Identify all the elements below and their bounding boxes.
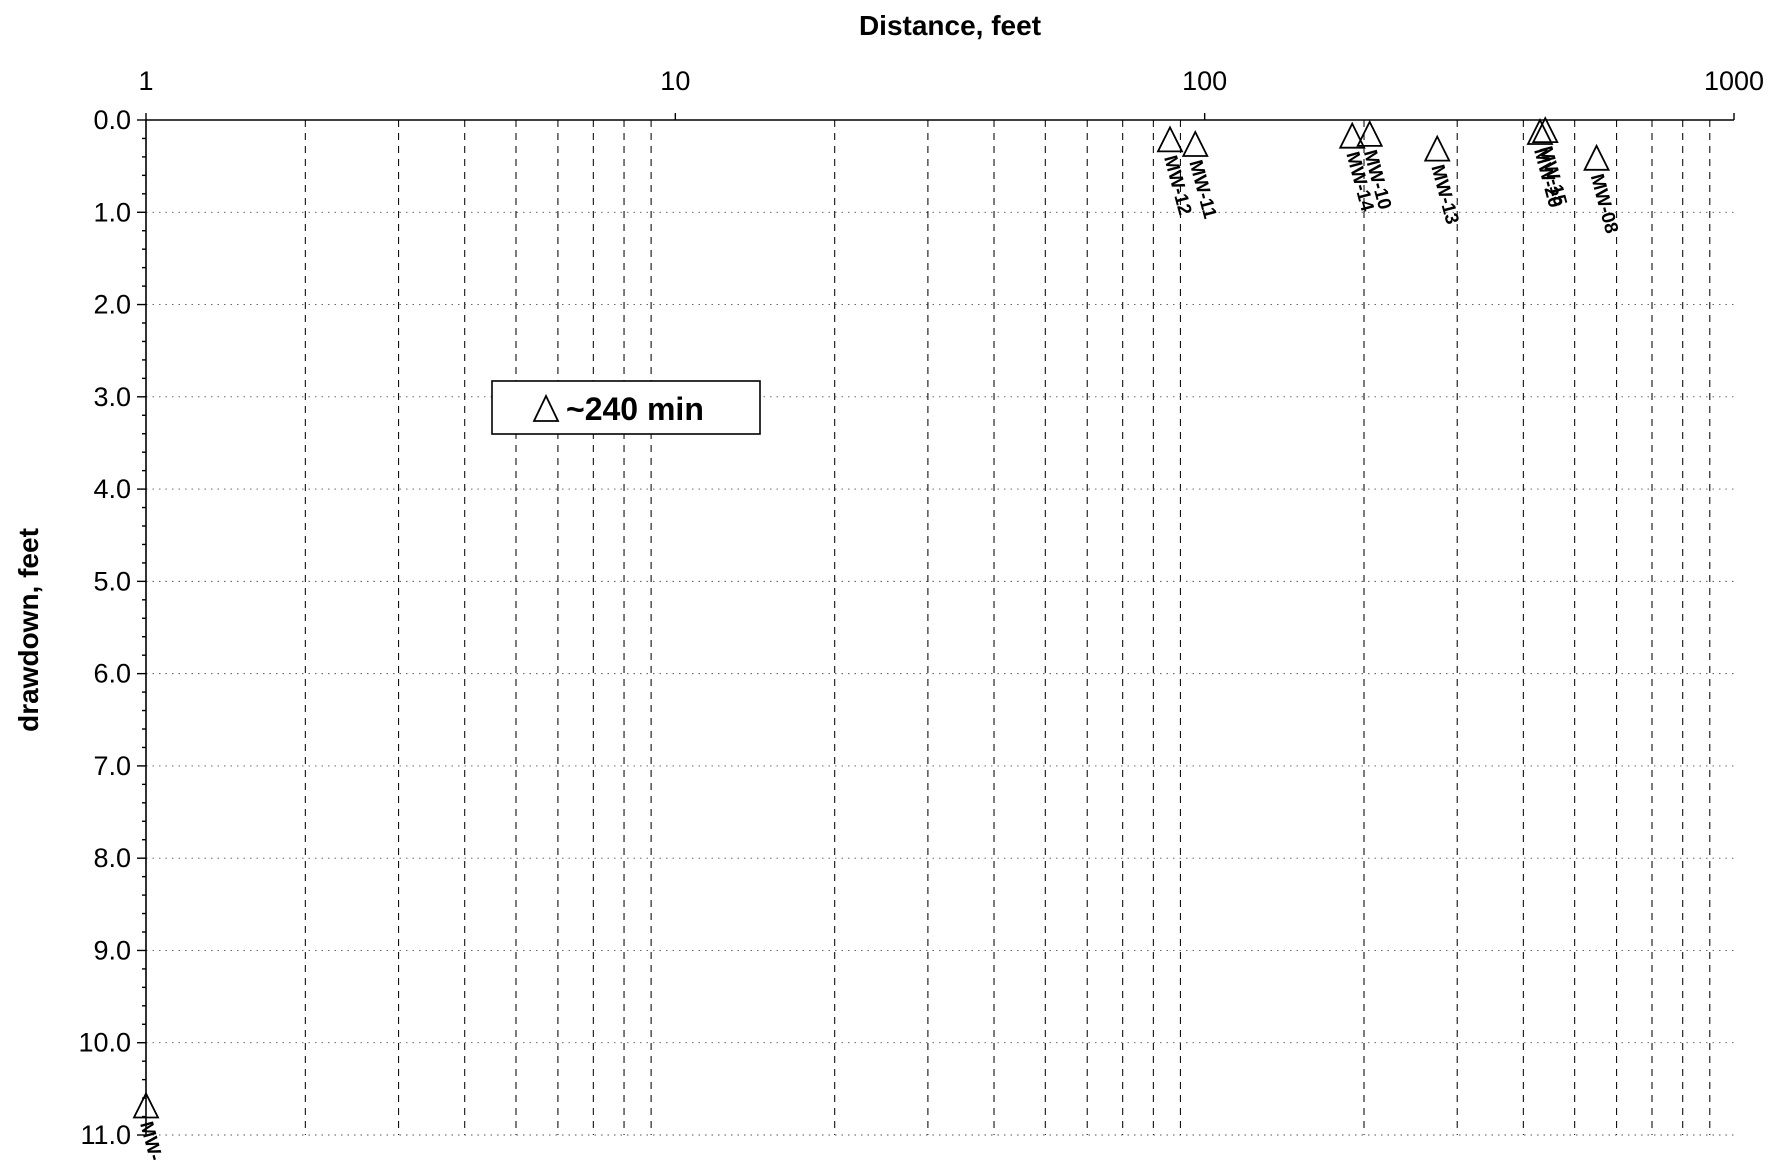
y-tick-label: 7.0: [93, 751, 131, 781]
triangle-marker: [1423, 134, 1451, 162]
y-axis-ticks: 0.0 1.0 2.0 3.0 4.0 5.0 6.0 7.0 8.0 9.0 10.0 11.0: [78, 105, 146, 1150]
y-tick-label: 9.0: [93, 935, 131, 965]
x-tick-label: 10: [660, 66, 690, 96]
axes: [145, 119, 1734, 1135]
x-axis-title: Distance, feet: [859, 10, 1041, 41]
legend-entry: ~240 min: [566, 391, 704, 427]
legend: ~240 min: [491, 380, 761, 435]
triangle-marker: [1526, 117, 1554, 145]
x-tick-label: 1000: [1704, 66, 1764, 96]
x-tick-label: 1: [138, 66, 153, 96]
y-tick-label: 3.0: [93, 382, 131, 412]
x-tick-label: 100: [1182, 66, 1227, 96]
legend-box: [491, 380, 761, 435]
triangle-marker: [1583, 143, 1611, 171]
triangle-marker: [1531, 116, 1559, 144]
y-tick-label: 11.0: [80, 1120, 131, 1150]
y-tick-label: 4.0: [93, 474, 131, 504]
y-tick-label: 5.0: [93, 566, 131, 596]
triangle-marker: [1356, 119, 1384, 147]
legend-triangle-icon: [532, 393, 560, 422]
y-tick-label: 10.0: [78, 1028, 131, 1058]
triangle-marker: [1156, 125, 1184, 153]
y-tick-label: 1.0: [93, 197, 131, 227]
y-tick-label: 8.0: [93, 843, 131, 873]
y-axis-title: drawdown, feet: [13, 528, 44, 732]
y-tick-label: 0.0: [93, 105, 131, 135]
y-tick-label: 6.0: [93, 659, 131, 689]
triangle-marker: [1181, 129, 1209, 157]
triangle-marker: [1338, 121, 1366, 149]
y-tick-label: 2.0: [93, 290, 131, 320]
x-axis-ticks: 1 10 100 1000: [138, 66, 1764, 120]
triangle-marker: [132, 1091, 160, 1119]
grid: [146, 120, 1734, 1136]
point-label: MW-18: [135, 1119, 171, 1160]
